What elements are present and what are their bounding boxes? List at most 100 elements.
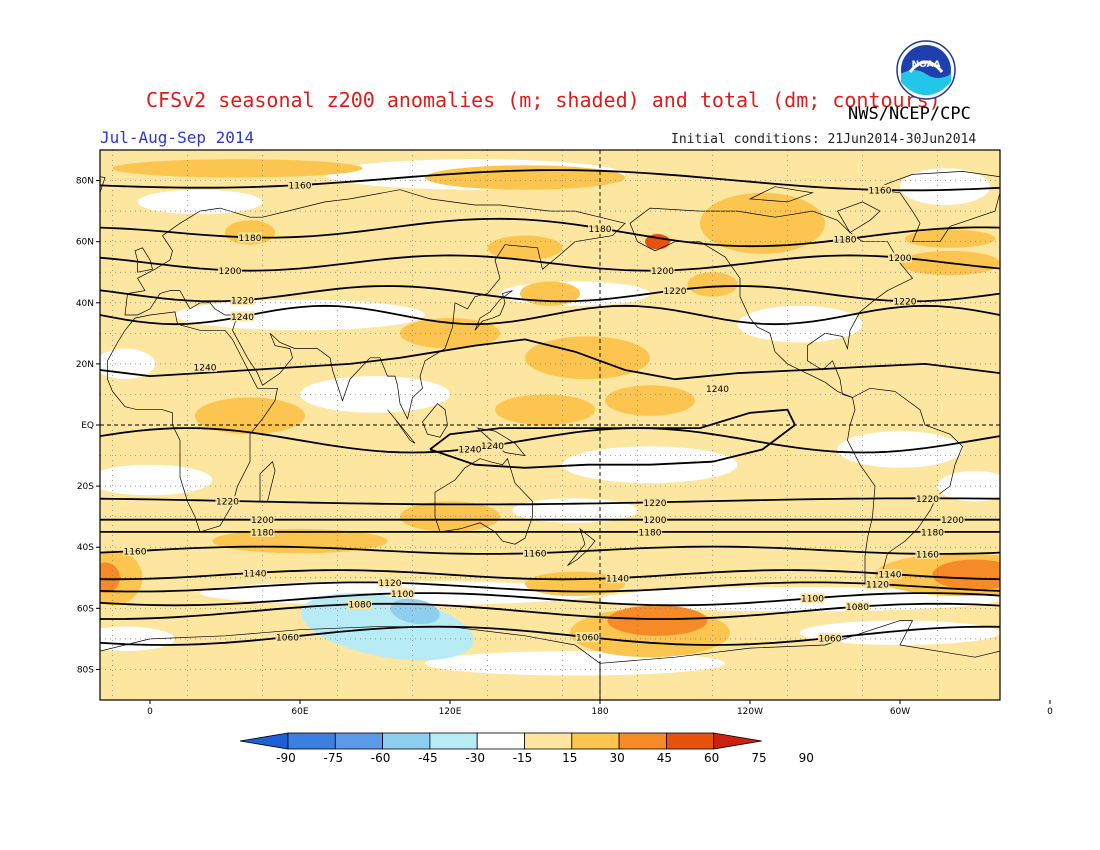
contour-label-bg	[123, 546, 147, 557]
contour-label-bg	[800, 593, 825, 604]
colorbar-label: 75	[751, 751, 766, 765]
contour-label: 1060	[276, 634, 299, 644]
contour-label-bg	[230, 311, 255, 322]
colorbar-segment	[571, 732, 620, 750]
strong-anomaly-region	[932, 559, 1000, 590]
y-tick-label: 60N	[76, 238, 94, 248]
x-tick-label: 120E	[439, 707, 462, 717]
contour-label-bg	[915, 548, 940, 559]
contour-label-bg	[888, 252, 912, 263]
colorbar-arrow-right	[713, 732, 762, 750]
contour-label: 1100	[391, 590, 414, 600]
contour-label: 1160	[289, 181, 312, 191]
contour-label: 1240	[194, 363, 217, 373]
map-title: CFSv2 seasonal z200 anomalies (m; shaded…	[146, 88, 941, 112]
contour-label: 1180	[834, 236, 857, 246]
contour-label: 1160	[869, 186, 892, 196]
colorbar-label: -90	[276, 751, 296, 765]
x-tick-label: 120W	[737, 707, 763, 717]
contour-label: 1240	[459, 445, 482, 455]
positive-anomaly-region	[487, 235, 563, 260]
y-tick-label: 20N	[76, 360, 94, 370]
contour-label-bg	[940, 514, 965, 525]
contour-label: 1180	[239, 234, 262, 244]
map-axes: 0 60E 120E 180 120W 60W 0 80N 60N 40N 20N EQ 20S 40S 6…	[76, 177, 1053, 717]
contour-label: 1220	[916, 495, 939, 505]
contour-label-bg	[705, 383, 730, 394]
coastline-britain	[134, 247, 153, 273]
contour-label-bg	[915, 493, 940, 504]
contour-label-bg	[865, 579, 890, 590]
contour-1160	[100, 169, 1000, 192]
coastline-britain	[1035, 248, 1053, 272]
height-contours: 1160 1160 1180 1180 1180 1200 1200 1200 1220 1220…	[100, 169, 1022, 646]
colorbar-segment	[666, 732, 715, 750]
contour-label-bg	[250, 526, 275, 537]
contour-label: 1220	[216, 497, 239, 507]
coastline-japan	[474, 290, 513, 331]
contour-label-bg	[650, 265, 675, 276]
contour-label-bg	[348, 599, 372, 610]
y-tick-label: 40S	[77, 543, 94, 553]
contour-label-bg	[193, 361, 217, 372]
contour-label-bg	[638, 526, 662, 537]
colorbar-arrow-left	[239, 732, 289, 750]
x-tick-label: 0	[1047, 707, 1053, 717]
contour-label-bg	[920, 526, 945, 537]
coastline-antarctica	[599, 620, 1000, 700]
coastline-eurasia	[1025, 190, 1100, 419]
neutral-region	[900, 168, 990, 206]
colorbar-segment	[476, 732, 525, 750]
positive-anomaly-region	[520, 281, 580, 306]
coastline-eurasia	[124, 189, 626, 420]
x-tick-label: 180	[591, 707, 608, 717]
neutral-region	[100, 464, 213, 496]
x-tick-label: 0	[147, 707, 153, 717]
contour-label-bg	[663, 285, 687, 296]
contour-label: 1160	[916, 550, 939, 560]
positive-anomaly-region	[700, 192, 825, 254]
contour-label: 1200	[651, 267, 674, 277]
positive-anomaly-region	[905, 229, 995, 248]
coastline-arctic-islands	[748, 186, 814, 203]
neutral-region	[937, 470, 1000, 502]
contour-label: 1180	[639, 528, 662, 538]
noaa-logo-icon: NOAA	[896, 40, 956, 100]
contour-label: 1240	[999, 363, 1022, 373]
contour-label: 1200	[941, 516, 964, 526]
colorbar-segment	[287, 732, 336, 750]
noaa-logo-text: NOAA	[912, 60, 941, 70]
neutral-region	[837, 431, 963, 468]
contour-label: 1220	[894, 298, 917, 308]
contour-label-bg	[818, 632, 842, 643]
contour-label: 1080	[349, 601, 372, 611]
coastline-north-america	[0, 208, 13, 397]
y-tick-label: 40N	[76, 299, 94, 309]
neutral-region	[737, 305, 863, 343]
contour-label: 1200	[219, 267, 242, 277]
contour-label-bg	[893, 296, 917, 307]
contour-label: 1120	[379, 579, 402, 589]
contour-label-bg	[230, 295, 255, 306]
contour-label: 1100	[801, 595, 824, 605]
positive-anomaly-region	[425, 165, 625, 190]
coastline-borneo	[422, 403, 448, 438]
contour-label: 1220	[644, 499, 667, 509]
coastline-greenland	[873, 171, 1000, 243]
positive-anomaly-region	[112, 159, 363, 178]
y-tick-label: 20S	[77, 482, 94, 492]
colorbar-segment	[334, 732, 383, 750]
strong-anomaly-region	[100, 562, 120, 594]
coastline-baffin	[836, 201, 881, 233]
y-tick-label: 60S	[77, 604, 94, 614]
positive-anomaly-region	[605, 385, 695, 416]
x-tick-label: 60E	[291, 707, 308, 717]
contour-label: 1200	[889, 254, 912, 264]
contour-label-bg	[868, 184, 892, 195]
contour-1100	[100, 592, 1000, 607]
contour-label-bg	[643, 514, 667, 525]
coastline-south-america	[0, 388, 63, 587]
contour-label-bg	[390, 588, 415, 599]
contour-label-bg	[845, 601, 870, 612]
contour-label: 1180	[251, 528, 274, 538]
